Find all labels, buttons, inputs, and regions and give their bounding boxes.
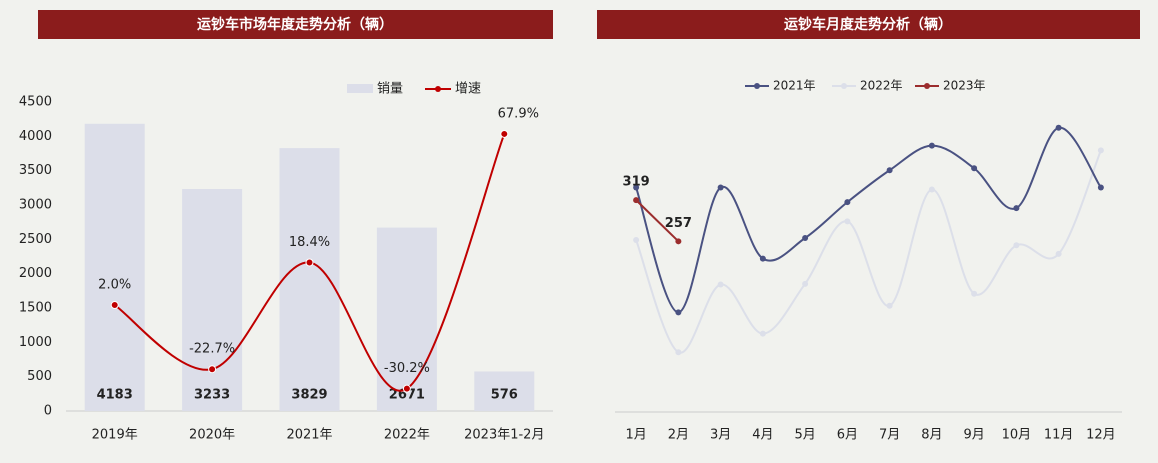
series-point [717,281,724,288]
growth-label: 18.4% [289,235,330,250]
title-bar [597,10,1140,39]
series-point [928,186,935,193]
series-point [802,234,809,241]
x-tick-label: 4月 [752,428,773,443]
growth-point [110,301,119,310]
bar [84,123,145,411]
series-point [971,165,978,172]
x-tick-label: 7月 [879,428,900,443]
series-point [633,236,640,243]
bar-label: 3233 [194,388,230,403]
series-point [886,167,893,174]
series-point [675,349,682,356]
growth-label: -30.2% [384,361,430,376]
legend-label: 增速 [455,82,481,97]
series-point [844,218,851,225]
chart-title: 运钞车市场年度走势分析（辆） [197,16,393,33]
series-point [675,309,682,316]
legend-label: 2023年 [943,79,986,93]
title-bar [38,10,553,39]
data-label: 319 [623,175,650,190]
x-tick-label: 9月 [963,428,984,443]
growth-point [500,129,509,138]
legend-label: 2021年 [773,79,816,93]
legend-marker [841,83,847,89]
bar [182,189,243,411]
legend-marker [435,86,441,92]
data-label: 257 [665,216,692,231]
series-point [1013,205,1020,212]
x-tick-label: 1月 [625,428,646,443]
growth-line [114,133,506,392]
series-point [886,302,893,309]
x-tick-label: 8月 [921,428,942,443]
bar-label: 4183 [97,388,133,403]
growth-point [208,365,217,374]
x-tick-label: 2月 [668,428,689,443]
x-tick-label: 6月 [837,428,858,443]
bar-label: 3829 [291,388,327,403]
growth-label: -22.7% [189,342,235,357]
y-tick-label: 4500 [19,95,52,110]
series-line [635,126,1102,314]
bar [376,227,437,411]
series-line [635,199,680,243]
x-tick-label: 5月 [794,428,815,443]
x-tick-label: 11月 [1044,428,1074,443]
legend-marker [924,83,930,89]
x-tick-label: 2021年 [286,428,332,443]
series-point [802,280,809,287]
series-point [928,142,935,149]
x-tick-label: 3月 [710,428,731,443]
series-point [1055,250,1062,257]
bar [474,371,535,411]
x-tick-label: 2020年 [189,428,235,443]
series-point [1013,242,1020,249]
growth-point [402,384,411,393]
y-tick-label: 500 [27,369,52,384]
x-tick-label: 2023年1-2月 [464,428,544,443]
series-point [675,238,682,245]
x-tick-label: 2022年 [384,428,430,443]
y-tick-label: 2500 [19,232,52,247]
y-tick-label: 2000 [19,266,52,281]
x-tick-label: 10月 [1002,428,1032,443]
chart-title: 运钞车月度走势分析（辆） [784,16,952,33]
x-tick-label: 2019年 [92,428,138,443]
legend-label: 销量 [377,82,403,97]
growth-label: 67.9% [498,106,539,121]
legend-swatch [347,84,373,93]
growth-point [305,258,314,267]
y-tick-label: 1000 [19,335,52,350]
y-tick-label: 3000 [19,198,52,213]
series-point [1055,124,1062,131]
y-tick-label: 4000 [19,129,52,144]
series-point [717,184,724,191]
series-point [759,255,766,262]
y-tick-label: 1500 [19,301,52,316]
series-point [1097,184,1104,191]
bar-label: 576 [491,388,518,403]
series-point [759,330,766,337]
series-point [1097,147,1104,154]
y-tick-label: 3500 [19,163,52,178]
x-tick-label: 12月 [1086,428,1116,443]
series-point [971,290,978,297]
series-point [633,197,640,204]
series-point [844,199,851,206]
series-point [633,184,640,191]
legend-marker [754,83,760,89]
y-tick-label: 0 [44,404,52,419]
growth-label: 2.0% [98,278,131,293]
legend-label: 2022年 [860,79,903,93]
